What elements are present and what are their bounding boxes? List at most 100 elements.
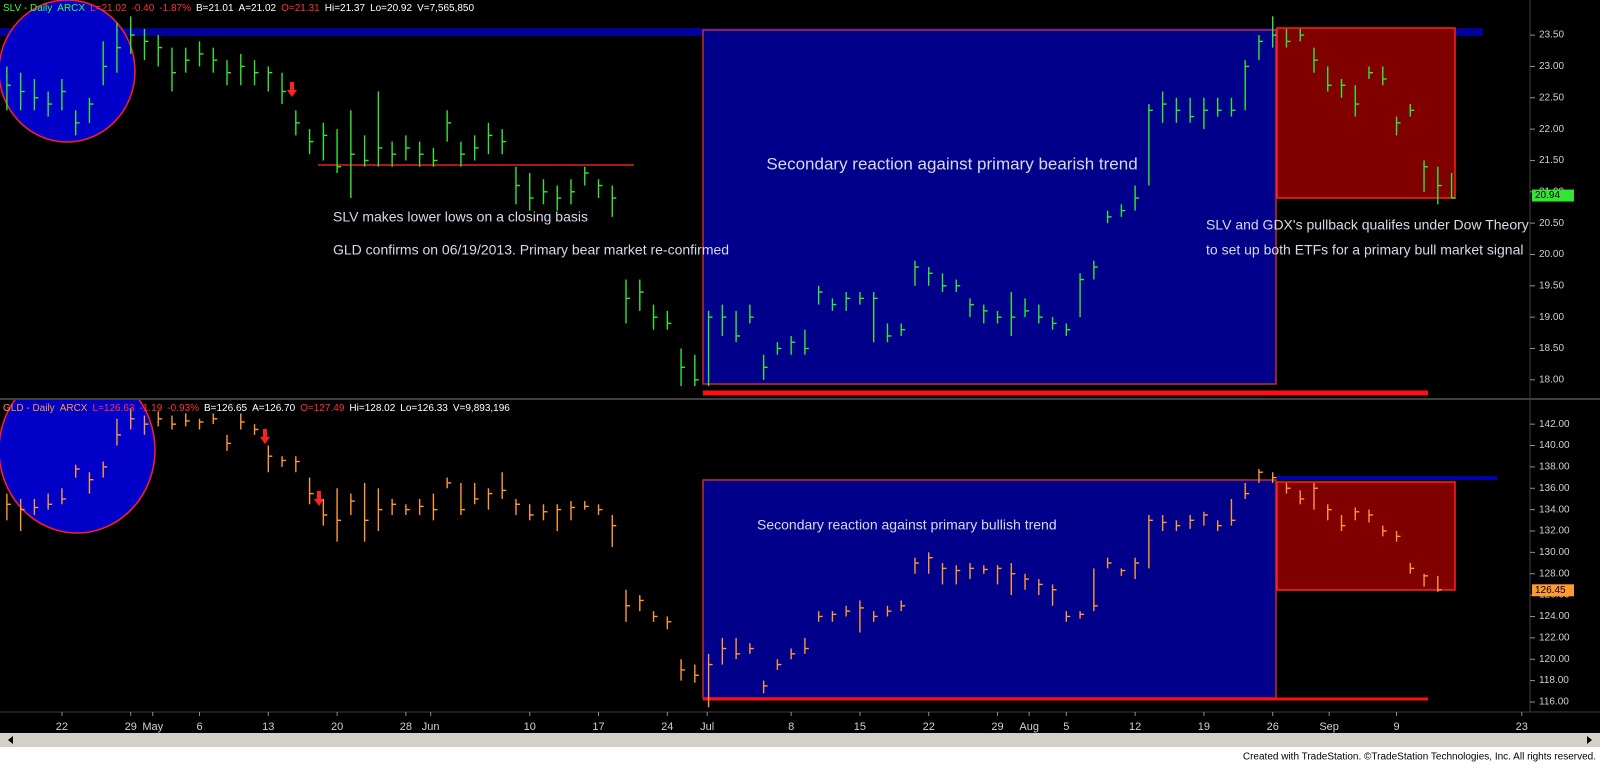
x-tick-label: 22 [923,721,935,733]
title-part: V=9,893,196 [453,403,510,414]
scrollbar[interactable] [0,733,1600,747]
title-part: A=21.02 [239,3,277,14]
footer: Created with TradeStation. ©TradeStation… [1243,752,1596,763]
scroll-right[interactable] [1587,736,1592,744]
annotation: Secondary reaction against primary beari… [766,154,1137,173]
x-tick-label: 20 [331,721,343,733]
title-part: L=21.02 [90,3,127,14]
title-part: -0.40 [132,3,155,14]
x-tick-label: Aug [1019,721,1039,733]
x-tick-label: 15 [854,721,866,733]
y-tick-label: 23.50 [1539,30,1564,41]
x-tick-label: 28 [400,721,412,733]
x-tick-label: 8 [788,721,794,733]
highlight-ellipse [0,400,156,534]
arrow [260,429,270,444]
x-tick-label: 13 [262,721,274,733]
y-tick-label: 18.50 [1539,343,1564,354]
x-tick-label: 9 [1393,721,1399,733]
x-tick-label: 22 [56,721,68,733]
y-tick-label: 20.00 [1539,249,1564,260]
title-part: ARCX [57,3,85,14]
x-tick-label: 24 [661,721,673,733]
x-tick-label: 17 [592,721,604,733]
last-price: 126.45 [1535,585,1566,596]
footer-bar [0,747,1600,777]
title-part: A=126.70 [252,403,296,414]
panel-title: SLV - Daily ARCX L=21.02 -0.40 -1.87% B=21.01… [3,3,474,14]
y-tick-label: 120.00 [1539,654,1570,665]
pullback-box [1276,481,1456,591]
y-tick-label: 136.00 [1539,483,1570,494]
reaction-box [702,479,1277,699]
x-tick-label: May [142,721,163,733]
last-price-box [1532,584,1574,597]
title-part: SLV - Daily [3,3,52,14]
y-tick-label: 130.00 [1539,547,1570,558]
y-tick-label: 138.00 [1539,462,1570,473]
x-tick-label: 29 [125,721,137,733]
x-tick-label: Sep [1319,721,1339,733]
y-tick-label: 19.50 [1539,280,1564,291]
x-tick-label: 5 [1063,721,1069,733]
gld-bars [6,408,1442,708]
last-price-box [1532,189,1574,202]
title-part: -0.93% [167,403,199,414]
axes: SLV - Daily ARCX L=21.02 -0.40 -1.87% B=21.01… [3,3,1574,733]
title-part: O=127.49 [300,403,345,414]
y-tick-label: 21.50 [1539,155,1564,166]
y-tick-label: 118.00 [1539,675,1569,686]
x-tick-label: 23 [1516,721,1528,733]
title-part: Hi=21.37 [325,3,366,14]
panel-title: GLD - Daily ARCX L=126.63 -1.19 -0.93% B=126.… [3,403,510,414]
title-part: -1.87% [159,3,191,14]
annotation: Secondary reaction against primary bulli… [757,517,1057,533]
title-part: Lo=126.33 [400,403,448,414]
x-tick-label: 29 [991,721,1003,733]
last-price: 20.94 [1535,190,1560,201]
y-tick-label: 23.00 [1539,61,1564,72]
title-part: GLD - Daily [3,403,55,414]
x-tick-label: 19 [1198,721,1210,733]
y-tick-label: 134.00 [1539,504,1570,515]
y-tick-label: 140.00 [1539,440,1570,451]
slv-bars [6,16,1456,387]
title-part: -1.19 [139,403,162,414]
annotation: GLD confirms on 06/19/2013. Primary bear… [333,242,729,258]
y-tick-label: 19.00 [1539,312,1564,323]
y-tick-label: 116.00 [1539,697,1569,708]
annotation: SLV and GDX's pullback qualifes under Do… [1206,217,1529,233]
reaction-box [702,29,1277,385]
title-part: ARCX [60,403,88,414]
title-part: Hi=128.02 [349,403,395,414]
y-tick-label: 132.00 [1539,526,1570,537]
slv-overlays: Secondary reaction against primary beari… [0,0,1529,396]
arrow [287,82,297,97]
annotation: to set up both ETFs for a primary bull m… [1206,242,1523,258]
x-tick-label: Jul [700,721,714,733]
title-part: O=21.31 [281,3,320,14]
y-tick-label: 122.00 [1539,632,1570,643]
x-tick-label: 26 [1267,721,1279,733]
x-tick-label: 6 [196,721,202,733]
y-tick-label: 22.50 [1539,92,1564,103]
y-tick-label: 20.50 [1539,218,1564,229]
annotation: SLV makes lower lows on a closing basis [333,209,588,225]
title-part: L=126.63 [92,403,134,414]
title-part: B=21.01 [196,3,234,14]
y-tick-label: 22.00 [1539,124,1564,135]
x-tick-label: 10 [524,721,536,733]
arrow [314,491,324,506]
scroll-left[interactable] [8,736,13,744]
gld-overlays: Secondary reaction against primary bulli… [0,400,1497,701]
x-tick-label: Jun [422,721,440,733]
pullback-box [1276,27,1456,199]
y-tick-label: 124.00 [1539,611,1570,622]
y-tick-label: 128.00 [1539,568,1570,579]
y-tick-label: 142.00 [1539,419,1570,430]
title-part: Lo=20.92 [370,3,412,14]
title-part: V=7,565,850 [417,3,474,14]
x-tick-label: 12 [1129,721,1141,733]
